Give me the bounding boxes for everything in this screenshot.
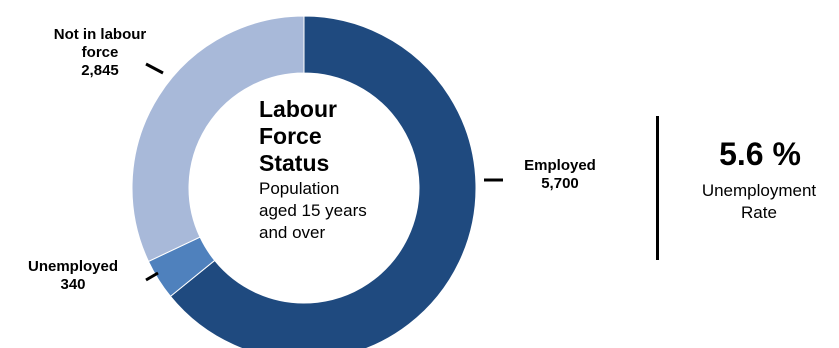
donut-slice-not-in-labour-force (131, 15, 305, 263)
donut-center-title: Labour Force Status (259, 96, 409, 177)
kpi-divider (656, 116, 659, 260)
data-label-name: force (81, 44, 119, 61)
data-label-name: Unemployed (27, 258, 118, 275)
data-label-name: Not in labour (53, 26, 147, 43)
leader-line-unemployed (145, 271, 159, 282)
data-label-value: 5,700 (541, 175, 579, 192)
data-label-value: 340 (60, 276, 86, 293)
rate-label-line: Rate (741, 203, 777, 222)
donut-slices (131, 15, 477, 348)
center-title-line: Status (259, 150, 330, 176)
donut-slice-employed (169, 15, 477, 348)
data-label-value: 2,845 (81, 62, 119, 79)
unemployment-rate-value: 5.6 % (719, 136, 801, 172)
data-label-not-in-labour-force: Not in labour force 2,845 (20, 26, 180, 80)
leader-line-not-in-labour-force (145, 62, 164, 75)
center-title-line: Force (259, 123, 322, 149)
leader-lines (145, 62, 503, 282)
data-label-name: Employed (524, 157, 596, 174)
center-subtitle-line: Population (259, 179, 340, 198)
unemployment-rate-label: Unemployment Rate (680, 180, 838, 224)
center-subtitle-line: aged 15 years (259, 201, 367, 220)
rate-label-line: Unemployment (701, 181, 817, 200)
data-label-employed: Employed 5,700 (505, 157, 615, 193)
center-subtitle-line: and over (259, 223, 326, 242)
donut-center-subtitle: Population aged 15 years and over (259, 178, 399, 244)
center-title-line: Labour (259, 96, 337, 122)
data-label-unemployed: Unemployed 340 (8, 258, 138, 294)
